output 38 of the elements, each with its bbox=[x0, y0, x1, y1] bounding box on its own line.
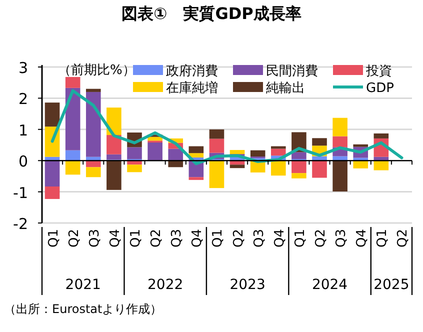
x-tick-label: Q1 bbox=[375, 229, 390, 248]
x-tick-label: Q3 bbox=[252, 229, 267, 248]
y-tick-label: -1 bbox=[13, 184, 28, 202]
y-tick-label: 3 bbox=[18, 59, 28, 77]
x-tick-label: Q2 bbox=[66, 229, 82, 248]
x-tick-label: Q2 bbox=[149, 229, 164, 248]
text: 2024 bbox=[312, 277, 348, 293]
x-tick-label: Q4 bbox=[190, 229, 206, 248]
x-tick-label: Q2 bbox=[396, 229, 411, 248]
x-tick-label: Q3 bbox=[87, 229, 102, 248]
text: （出所：Eurostatより作成） bbox=[4, 302, 162, 316]
x-tick-label: Q1 bbox=[210, 229, 226, 248]
legend-label: 純輸出 bbox=[266, 81, 305, 96]
x-tick-label: Q1 bbox=[292, 229, 308, 248]
legend-label: 在庫純増 bbox=[166, 80, 218, 96]
legend-label: 投資 bbox=[365, 64, 392, 79]
x-tick-label: Q3 bbox=[334, 229, 350, 248]
y-axis-title: （前期比%） bbox=[58, 63, 136, 78]
x-tick-label: Q3 bbox=[170, 229, 185, 248]
y-tick-label: -2 bbox=[13, 215, 28, 233]
x-tick-label: Q4 bbox=[272, 229, 288, 248]
y-tick-label: 1 bbox=[18, 121, 28, 140]
y-tick-label: 0 bbox=[18, 152, 28, 171]
legend-label: 民間消費 bbox=[266, 64, 318, 79]
y-tick-label: 2 bbox=[18, 90, 28, 108]
x-tick-label: Q1 bbox=[46, 229, 62, 248]
text: 2022 bbox=[148, 277, 184, 293]
legend-label: GDP bbox=[366, 81, 394, 96]
x-tick-label: Q4 bbox=[354, 229, 370, 248]
x-tick-label: Q2 bbox=[231, 229, 246, 248]
x-tick-label: Q1 bbox=[128, 229, 144, 248]
chart-title: 図表① 実質GDP成長率 bbox=[122, 4, 302, 23]
x-tick-label: Q4 bbox=[108, 229, 123, 248]
text: 2023 bbox=[230, 277, 266, 293]
x-tick-label: Q2 bbox=[314, 229, 328, 248]
legend-label: 政府消費 bbox=[166, 63, 218, 79]
text: 2021 bbox=[65, 277, 101, 293]
text: 2025 bbox=[374, 277, 410, 293]
